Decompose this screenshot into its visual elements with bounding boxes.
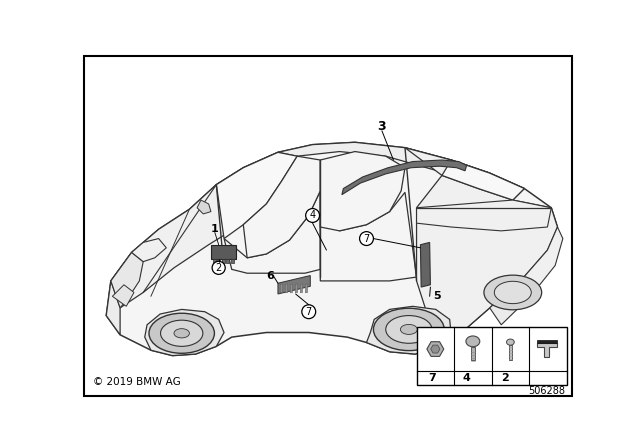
Text: 4: 4 [463,373,470,383]
Polygon shape [520,227,563,296]
Polygon shape [342,160,467,195]
Text: 506288: 506288 [528,386,565,396]
Polygon shape [295,284,298,293]
Text: 7: 7 [428,373,436,383]
Polygon shape [111,252,143,308]
Polygon shape [285,284,287,293]
Text: 7: 7 [364,233,370,244]
Polygon shape [243,156,320,258]
Polygon shape [280,284,283,293]
Polygon shape [291,284,292,293]
Polygon shape [111,152,278,308]
Polygon shape [305,284,308,293]
Polygon shape [212,258,216,263]
Polygon shape [216,152,297,238]
Text: 3: 3 [378,121,386,134]
Ellipse shape [161,320,203,346]
Polygon shape [509,345,512,360]
Polygon shape [320,151,405,231]
Ellipse shape [149,313,214,353]
Text: 4: 4 [310,211,316,220]
Text: 2: 2 [501,373,509,383]
Ellipse shape [373,308,444,351]
Text: 7: 7 [306,307,312,317]
Polygon shape [231,258,234,263]
Polygon shape [470,347,475,360]
Polygon shape [211,245,236,258]
Polygon shape [197,200,211,214]
Polygon shape [278,142,490,181]
Polygon shape [217,258,220,263]
Polygon shape [405,148,524,200]
Bar [537,340,557,343]
Bar [417,327,566,385]
Polygon shape [227,258,230,263]
Polygon shape [417,200,551,231]
Ellipse shape [494,281,531,304]
Circle shape [302,305,316,319]
Text: 1: 1 [211,224,219,234]
Text: 2: 2 [216,263,222,273]
Ellipse shape [174,329,189,338]
Ellipse shape [386,315,432,343]
Polygon shape [132,238,166,262]
Circle shape [360,232,373,246]
Polygon shape [320,191,417,281]
Ellipse shape [484,275,541,310]
Polygon shape [106,281,120,335]
Polygon shape [278,276,310,294]
Polygon shape [106,142,557,356]
Ellipse shape [466,336,480,347]
Polygon shape [367,306,451,354]
Text: © 2019 BMW AG: © 2019 BMW AG [93,377,181,387]
Polygon shape [113,285,134,306]
Polygon shape [442,160,524,200]
Polygon shape [221,258,225,263]
Circle shape [306,208,319,222]
Polygon shape [300,284,303,293]
Text: 6: 6 [266,271,274,280]
Polygon shape [224,191,320,273]
Text: 5: 5 [433,291,441,302]
Ellipse shape [401,324,417,334]
Ellipse shape [506,339,515,345]
Polygon shape [490,281,531,325]
Circle shape [212,261,225,274]
Polygon shape [145,310,224,356]
Polygon shape [420,242,431,287]
Polygon shape [537,343,557,357]
Polygon shape [417,176,557,348]
